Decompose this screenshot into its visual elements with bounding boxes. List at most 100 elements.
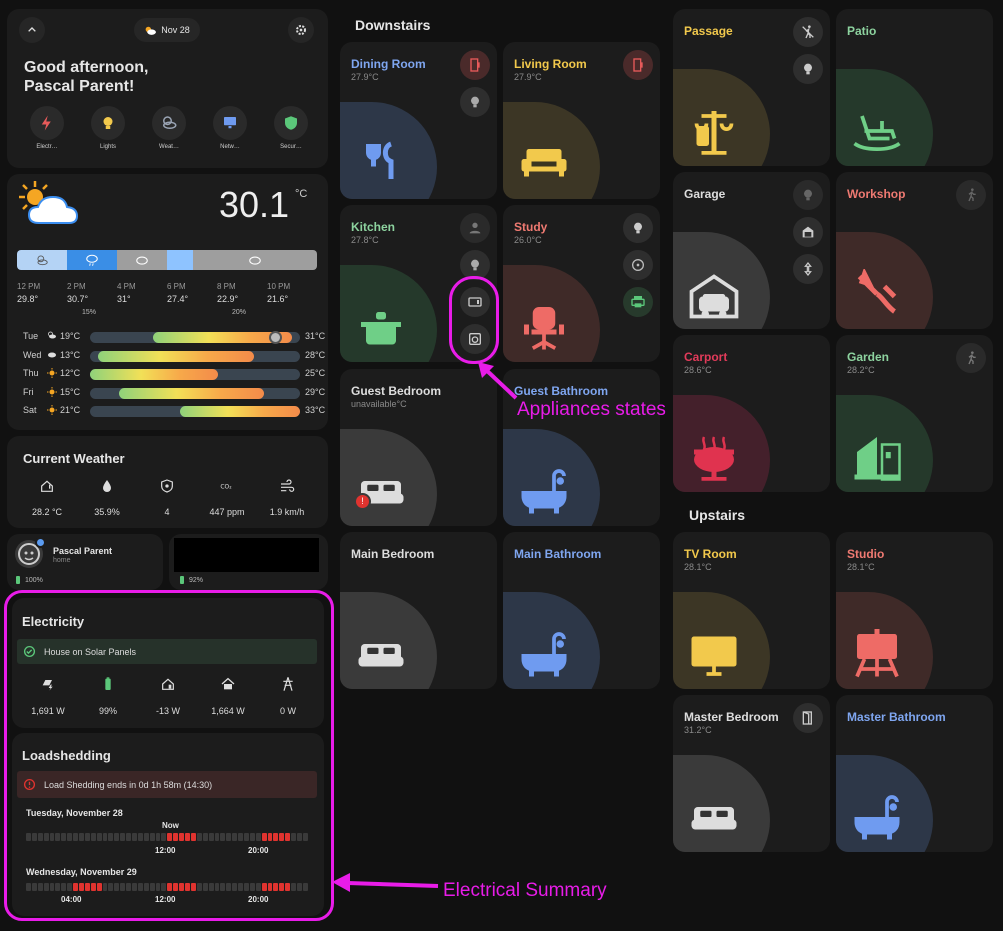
device-battery: 92%: [189, 577, 204, 584]
schedule-slot: [238, 883, 243, 891]
hour-temp: 22.9°: [217, 294, 239, 304]
loadshedding-card[interactable]: Loadshedding Load Shedding ends in 0d 1h…: [12, 733, 324, 916]
room-card-patio[interactable]: Patio: [836, 9, 993, 166]
room-entity-button[interactable]: [623, 50, 653, 80]
electricity-value: 1,664 W: [211, 706, 245, 716]
room-entity-button[interactable]: [623, 287, 653, 317]
day1-tick-12: 12:00: [155, 846, 176, 855]
svg-text:CO₂: CO₂: [220, 484, 232, 491]
room-name: Living Room: [514, 57, 587, 71]
schedule-slot: [302, 833, 308, 841]
room-card-studio[interactable]: Studio 28.1°C: [836, 532, 993, 689]
room-name: Kitchen: [351, 220, 396, 234]
room-entity-button[interactable]: [623, 213, 653, 243]
chip-bulb[interactable]: [91, 106, 125, 140]
schedule-slot: [291, 883, 296, 891]
schedule-slot: [220, 883, 226, 891]
schedule-slot: [90, 883, 96, 891]
vacuum-icon: [632, 259, 644, 271]
room-entity-button[interactable]: [956, 343, 986, 373]
schedule-slot: [190, 833, 196, 841]
room-entity-button[interactable]: [793, 703, 823, 733]
schedule-slot: [179, 883, 185, 891]
home-battery-icon: [160, 676, 176, 697]
door-icon: [633, 58, 643, 72]
collapse-button[interactable]: [19, 17, 45, 43]
temp-range-fill: [119, 387, 265, 399]
pylon-icon: [280, 676, 296, 697]
schedule-slot: [196, 883, 202, 891]
room-card-workshop[interactable]: Workshop: [836, 172, 993, 329]
room-card-master-bedroom[interactable]: Master Bedroom 31.2°C: [673, 695, 830, 852]
schedule-slot: [302, 883, 308, 891]
person-card[interactable]: Pascal Parent home 100%: [7, 534, 163, 590]
room-entity-button[interactable]: [460, 250, 490, 280]
room-card-tv-room[interactable]: TV Room 28.1°C: [673, 532, 830, 689]
room-card-carport[interactable]: Carport 28.6°C: [673, 335, 830, 492]
alert-circle-icon: [23, 778, 36, 791]
room-card-main-bathroom[interactable]: Main Bathroom: [503, 532, 660, 689]
date-pill[interactable]: Nov 28: [134, 18, 200, 42]
room-entity-button[interactable]: [460, 87, 490, 117]
room-card-garden[interactable]: Garden 28.2°C: [836, 335, 993, 492]
day2-tick-04: 04:00: [61, 895, 82, 904]
room-card-dining-room[interactable]: Dining Room 27.9°C: [340, 42, 497, 199]
day-label: Tue: [23, 331, 39, 341]
schedule-slot: [261, 833, 267, 841]
partly-cloudy-night-icon: [46, 330, 58, 344]
room-entity-button[interactable]: [460, 213, 490, 243]
chip-weather[interactable]: [152, 106, 186, 140]
battery-icon: [100, 676, 116, 697]
schedule-slot: [273, 833, 279, 841]
temp-range-bar: [90, 331, 300, 344]
bulb-icon: [471, 259, 479, 271]
room-entity-button[interactable]: [623, 250, 653, 280]
room-card-living-room[interactable]: Living Room 27.9°C: [503, 42, 660, 199]
schedule-slot: [143, 883, 149, 891]
room-card-passage[interactable]: Passage: [673, 9, 830, 166]
hour-segment-night: [17, 250, 67, 270]
schedule-slot: [208, 833, 214, 841]
hour-precip: 15%: [82, 309, 97, 316]
room-entity-button[interactable]: [793, 54, 823, 84]
electricity-card[interactable]: Electricity House on Solar Panels 1,691 …: [12, 598, 324, 728]
battery-icon: [16, 576, 20, 584]
room-card-guest-bathroom[interactable]: Guest Bathroom: [503, 369, 660, 526]
schedule-slot: [132, 883, 137, 891]
device-image-area: [174, 538, 319, 572]
schedule-slot: [149, 833, 155, 841]
chip-shield[interactable]: [274, 106, 308, 140]
room-card-master-bathroom[interactable]: Master Bathroom: [836, 695, 993, 852]
room-card-guest-bedroom[interactable]: Guest Bedroom unavailable°C!: [340, 369, 497, 526]
settings-button[interactable]: [288, 17, 314, 43]
schedule-slot: [285, 883, 291, 891]
room-card-garage[interactable]: Garage: [673, 172, 830, 329]
weather-card[interactable]: 30.1 °C 12 PM 29.8° 2 PM 30.7° 15% 4 PM 31° 6 P…: [7, 174, 328, 430]
printer-icon: [631, 296, 645, 308]
device-card[interactable]: 92%: [169, 534, 328, 590]
battery-icon: [180, 576, 184, 584]
schedule-slot: [220, 833, 226, 841]
grill-icon: [689, 432, 739, 482]
room-entity-button[interactable]: [460, 50, 490, 80]
hour-temp: 27.4°: [167, 294, 189, 304]
room-entity-button[interactable]: [793, 17, 823, 47]
schedule-slot: [137, 833, 143, 841]
room-entity-button[interactable]: [793, 217, 823, 247]
room-entity-button[interactable]: [793, 180, 823, 210]
room-entity-button[interactable]: [793, 254, 823, 284]
loadshedding-alert-text: Load Shedding ends in 0d 1h 58m (14:30): [44, 779, 213, 790]
room-card-main-bedroom[interactable]: Main Bedroom: [340, 532, 497, 689]
appliances-highlight: [449, 276, 499, 364]
sun-icon: [46, 386, 58, 400]
chip-monitor[interactable]: [213, 106, 247, 140]
room-entity-button[interactable]: [956, 180, 986, 210]
person-face-icon: [18, 543, 40, 565]
chip-lightning[interactable]: [30, 106, 64, 140]
uv-shield-icon: [159, 478, 175, 499]
daily-row: Tue 19°C 31°C: [23, 330, 325, 346]
room-card-study[interactable]: Study 26.0°C: [503, 205, 660, 362]
person-battery: 100%: [25, 577, 43, 584]
day-high: 33°C: [305, 405, 326, 415]
chip-label: Electr…: [36, 144, 58, 150]
